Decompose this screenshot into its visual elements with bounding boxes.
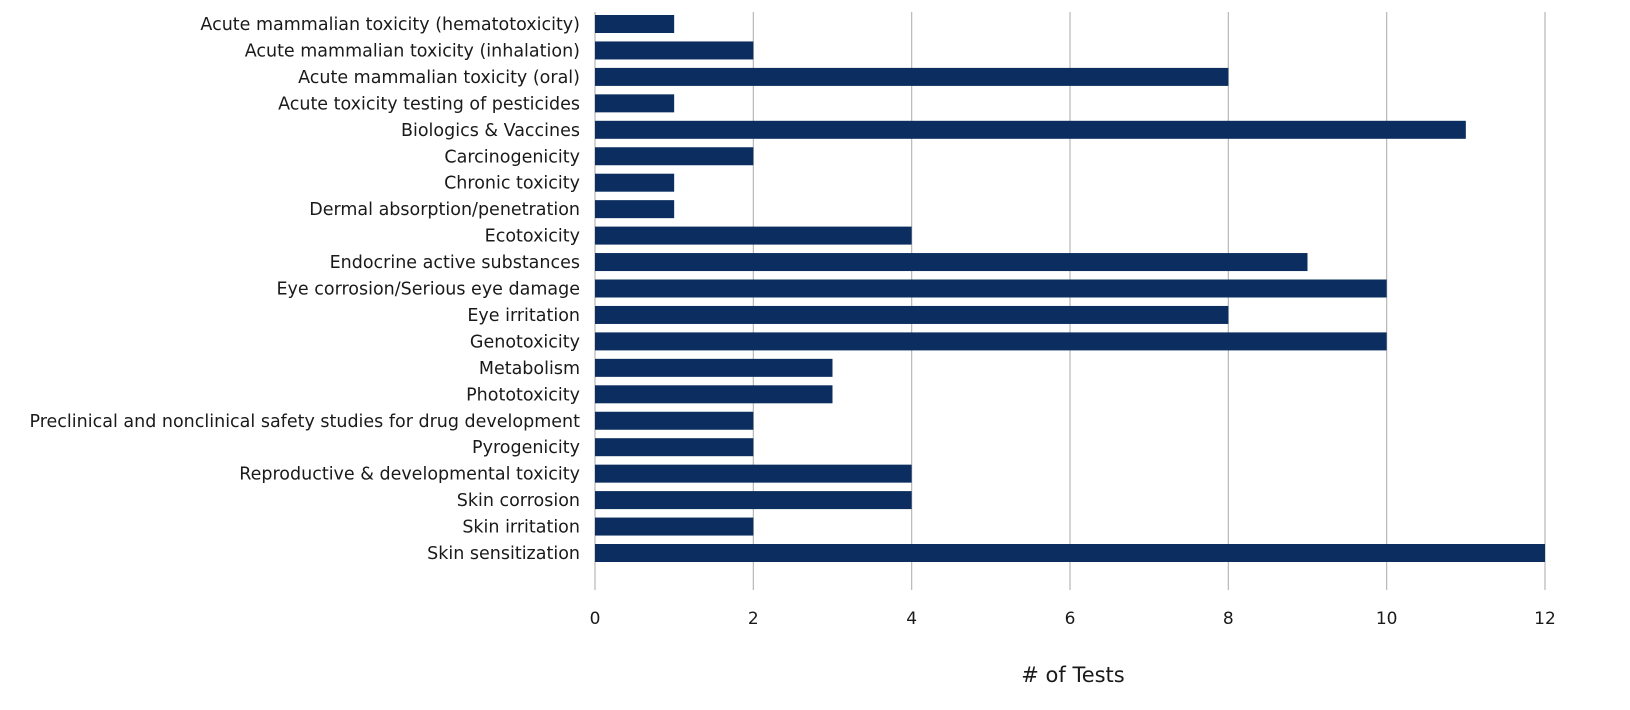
category-label: Acute mammalian toxicity (inhalation) (245, 41, 580, 61)
category-label: Endocrine active substances (330, 253, 580, 273)
x-tick-label: 0 (590, 609, 601, 629)
bar (595, 332, 1387, 351)
bar (595, 464, 912, 483)
bar (595, 226, 912, 245)
x-tick-label: 6 (1065, 609, 1076, 629)
category-label: Eye irritation (467, 306, 580, 326)
x-axis-title: # of Tests (1021, 663, 1124, 687)
category-label: Eye corrosion/Serious eye damage (277, 280, 581, 300)
bar (595, 491, 912, 510)
bar (595, 544, 1545, 562)
bar (595, 279, 1387, 298)
category-label: Acute mammalian toxicity (oral) (298, 68, 580, 88)
category-label: Ecotoxicity (485, 227, 580, 247)
bar (595, 67, 1229, 86)
x-tick-label: 2 (748, 609, 759, 629)
category-label: Dermal absorption/penetration (309, 200, 580, 220)
category-label: Acute toxicity testing of pesticides (278, 94, 580, 114)
category-label: Preclinical and nonclinical safety studi… (29, 412, 580, 432)
bar (595, 411, 754, 430)
x-tick-label: 12 (1534, 609, 1556, 629)
bar (595, 120, 1466, 139)
bar (595, 358, 833, 377)
x-tick-label: 8 (1223, 609, 1234, 629)
bar (595, 94, 675, 113)
bar (595, 385, 833, 404)
category-label: Phototoxicity (466, 385, 580, 405)
x-tick-label: 10 (1376, 609, 1398, 629)
category-label: Biologics & Vaccines (401, 121, 580, 141)
bar (595, 517, 754, 536)
bars (595, 15, 1545, 562)
bar (595, 253, 1308, 272)
bar (595, 41, 754, 60)
category-label: Genotoxicity (470, 332, 580, 352)
category-label: Pyrogenicity (472, 438, 580, 458)
gridlines (594, 12, 1546, 590)
category-label: Chronic toxicity (444, 174, 580, 194)
bar (595, 147, 754, 166)
category-labels: Acute mammalian toxicity (hematotoxicity… (29, 15, 580, 564)
category-label: Carcinogenicity (444, 147, 580, 167)
x-tick-labels: 0 2 4 6 8 10 12 (590, 609, 1556, 629)
category-label: Reproductive & developmental toxicity (239, 465, 580, 485)
category-label: Acute mammalian toxicity (hematotoxicity… (200, 15, 580, 35)
bar (595, 15, 675, 33)
category-label: Skin sensitization (427, 544, 580, 564)
bar (595, 305, 1229, 324)
x-tick-label: 4 (906, 609, 917, 629)
category-label: Skin irritation (462, 518, 580, 538)
category-label: Metabolism (479, 359, 580, 379)
category-label: Skin corrosion (457, 491, 580, 511)
bar (595, 173, 675, 192)
bar (595, 200, 675, 219)
bar (595, 438, 754, 457)
